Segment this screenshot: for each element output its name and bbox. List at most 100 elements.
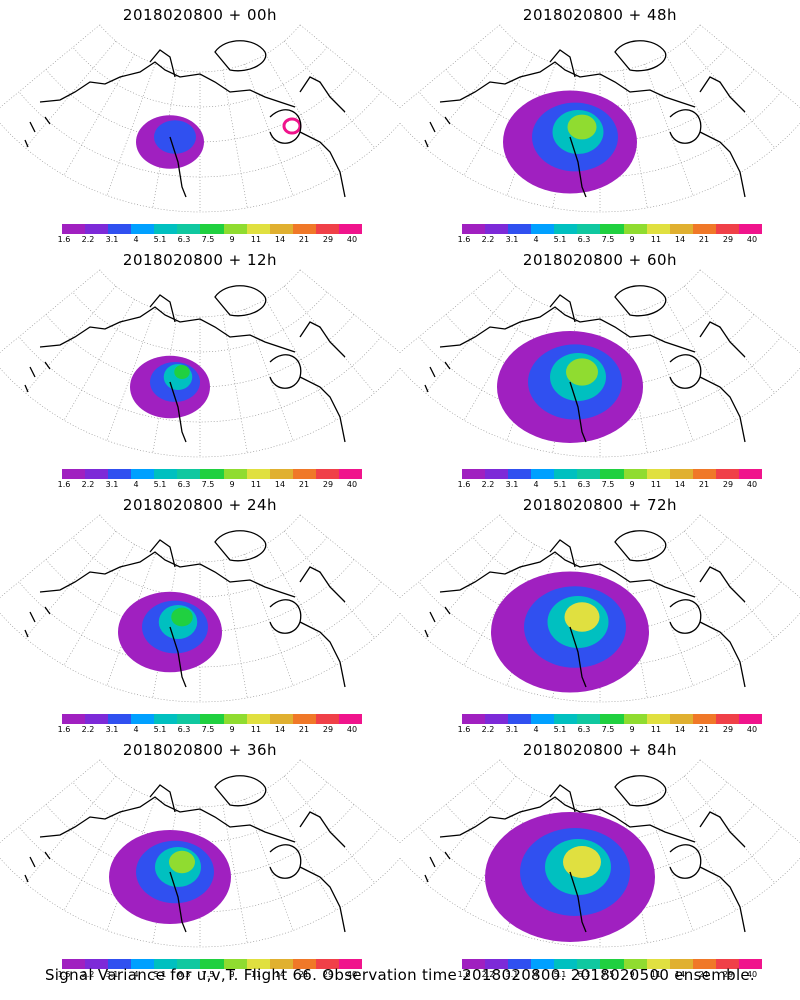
colorbar-swatch — [338, 469, 363, 479]
colorbar-tick-label: 14 — [274, 970, 286, 979]
colorbar-tick-label: 3.1 — [105, 235, 119, 244]
colorbar-tick-label: 9 — [229, 480, 235, 489]
variance-region — [171, 607, 193, 627]
meridian-gridline — [63, 54, 135, 176]
colorbar-tick-label: 11 — [250, 725, 262, 734]
coastline — [569, 136, 587, 198]
colorbar-tick-label: 2.2 — [81, 725, 95, 734]
colorbar-swatch — [462, 224, 486, 234]
colorbar-tick-label: 14 — [274, 725, 286, 734]
colorbar-swatch — [338, 714, 363, 724]
latitude-gridline — [400, 857, 800, 948]
colorbar-swatch — [669, 714, 693, 724]
colorbar-tick-label: 1.6 — [57, 970, 71, 979]
coastline — [299, 76, 346, 113]
meridian-gridline — [0, 269, 101, 353]
coastline — [699, 621, 746, 688]
panel-title: 2018020800 + 00h — [122, 6, 278, 24]
colorbar — [62, 224, 363, 234]
colorbar-tick-label: 11 — [250, 970, 262, 979]
colorbar-swatch — [108, 469, 132, 479]
colorbar-tick-label: 29 — [322, 235, 334, 244]
latitude-gridline — [445, 314, 755, 388]
colorbar-swatch — [177, 959, 201, 969]
colorbar-swatch — [223, 469, 247, 479]
meridian-gridline — [283, 285, 375, 394]
meridian-gridline — [699, 759, 800, 843]
colorbar-ticks: 1.6 2.2 3.1 4 5.1 6.3 7.5 9 11 14 21 29 40 — [58, 235, 362, 245]
coastline — [299, 321, 346, 358]
latitude-gridline — [445, 559, 755, 633]
coastline — [569, 626, 587, 688]
colorbar-tick-label: 21 — [698, 970, 710, 979]
latitude-gridline — [18, 581, 382, 668]
colorbar-tick-label: 11 — [650, 970, 662, 979]
colorbar-swatch — [200, 959, 224, 969]
colorbar-tick-label: 1.6 — [457, 970, 471, 979]
colorbar-tick-label: 2.2 — [81, 480, 95, 489]
colorbar-tick-label: 11 — [650, 480, 662, 489]
colorbar-tick-label: 7.5 — [201, 235, 215, 244]
latitude-gridline — [418, 336, 782, 423]
polar-map — [0, 269, 400, 458]
coastline — [24, 116, 51, 148]
meridian-gridline — [106, 308, 156, 441]
meridian-gridline — [699, 24, 800, 108]
colorbar-tick-label: 2.2 — [481, 970, 495, 979]
colorbar-tick-label: 11 — [250, 235, 262, 244]
colorbar-tick-label: 5.1 — [153, 725, 167, 734]
colorbar-swatch — [554, 714, 578, 724]
meridian-gridline — [222, 559, 248, 698]
polar-map — [400, 24, 800, 213]
colorbar-swatch — [62, 959, 86, 969]
colorbar-tick-label: 6.3 — [177, 235, 191, 244]
colorbar-tick-label: 40 — [346, 235, 358, 244]
meridian-gridline — [299, 269, 400, 353]
colorbar-tick-label: 4 — [133, 235, 139, 244]
colorbar-swatch — [738, 959, 763, 969]
coastline — [269, 844, 302, 879]
colorbar-swatch — [692, 714, 716, 724]
latitude-gridline — [99, 24, 301, 73]
coastline — [424, 361, 451, 393]
coastline — [214, 285, 267, 317]
colorbar-swatch — [154, 469, 178, 479]
colorbar-swatch — [246, 714, 270, 724]
colorbar-tick-label: 11 — [650, 725, 662, 734]
colorbar-tick-label: 5.1 — [553, 970, 567, 979]
colorbar-tick-label: 40 — [346, 480, 358, 489]
coastline — [424, 116, 451, 148]
coastline — [699, 131, 746, 198]
colorbar-tick-label: 3.1 — [505, 480, 519, 489]
coastline — [699, 811, 746, 848]
meridian-gridline — [683, 530, 775, 639]
polar-map — [400, 759, 800, 948]
colorbar-tick-label: 6.3 — [177, 480, 191, 489]
latitude-gridline — [400, 122, 800, 213]
colorbar-swatch — [508, 224, 532, 234]
coastline — [699, 866, 746, 933]
coastline — [299, 866, 346, 933]
coastline — [439, 796, 696, 843]
colorbar-tick-label: 29 — [722, 235, 734, 244]
coastline — [439, 551, 696, 598]
polar-map — [0, 24, 400, 213]
coastline — [669, 109, 702, 144]
colorbar-tick-label: 4 — [133, 480, 139, 489]
colorbar-swatch — [485, 469, 509, 479]
colorbar-swatch — [154, 959, 178, 969]
latitude-gridline — [0, 857, 400, 948]
map-panel: 2018020800 + 36h 1.6 2.2 3.1 4 5.1 6.3 7.5 9 11 14… — [0, 735, 400, 980]
colorbar-tick-label: 5.1 — [553, 480, 567, 489]
colorbar-tick-label: 21 — [698, 480, 710, 489]
meridian-gridline — [683, 285, 775, 394]
colorbar-swatch — [246, 959, 270, 969]
latitude-gridline — [445, 69, 755, 143]
colorbar-swatch — [692, 959, 716, 969]
latitude-gridline — [0, 612, 400, 703]
colorbar-tick-label: 5.1 — [553, 235, 567, 244]
coastline — [669, 844, 702, 879]
colorbar-swatch — [223, 224, 247, 234]
colorbar-swatch — [715, 469, 739, 479]
colorbar-tick-label: 14 — [674, 970, 686, 979]
